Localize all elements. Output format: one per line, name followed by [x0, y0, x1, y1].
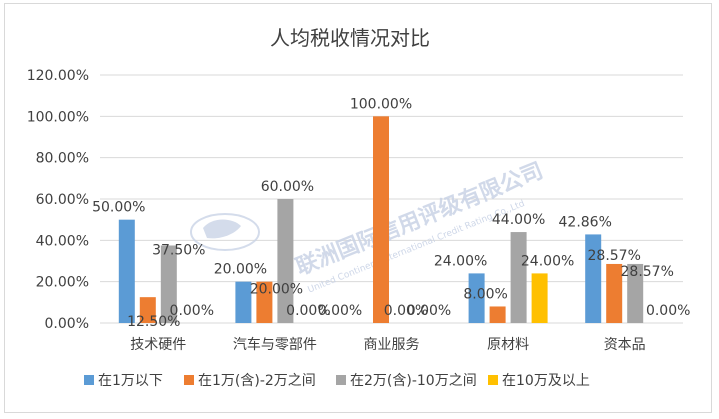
- data-label: 42.86%: [559, 214, 612, 230]
- bar: [373, 116, 389, 323]
- data-label: 8.00%: [463, 286, 507, 302]
- bar: [277, 199, 294, 323]
- y-tick-label: 120.00%: [27, 68, 89, 84]
- data-label: 28.57%: [588, 248, 641, 264]
- data-label: 0.00%: [384, 303, 428, 319]
- y-tick-label: 60.00%: [36, 192, 89, 208]
- x-category-label: 原材料: [487, 337, 529, 353]
- bar: [585, 234, 602, 323]
- x-category-labels: 技术硬件 汽车与零部件 商业服务 原材料 资本品: [130, 336, 645, 353]
- x-category-label: 汽车与零部件: [233, 336, 317, 353]
- data-label: 100.00%: [350, 96, 412, 112]
- x-category-label: 技术硬件: [130, 337, 186, 353]
- y-tick-label: 40.00%: [36, 233, 89, 249]
- y-tick-label: 20.00%: [36, 275, 89, 291]
- data-label: 20.00%: [250, 282, 303, 298]
- legend-label: 在10万及以上: [502, 373, 590, 389]
- legend-swatch: [488, 375, 498, 385]
- bar: [510, 232, 527, 323]
- data-label: 0.00%: [646, 303, 690, 319]
- data-label: 50.00%: [92, 200, 145, 216]
- bar: [468, 273, 485, 323]
- bar: [118, 219, 135, 323]
- legend-swatch: [336, 375, 346, 385]
- bar: [489, 306, 506, 323]
- y-tick-labels: 0.00% 20.00% 40.00% 60.00% 80.00% 100.00% 120.…: [27, 68, 89, 332]
- bar: [235, 281, 252, 323]
- legend-swatch: [84, 375, 94, 385]
- data-label: 37.50%: [152, 243, 205, 259]
- x-category-label: 资本品: [604, 337, 646, 353]
- data-label: 44.00%: [492, 212, 545, 228]
- y-tick-label: 100.00%: [27, 109, 89, 125]
- bar: [139, 297, 156, 323]
- legend: 在1万以下 在1万(含)-2万之间 在2万(含)-10万之间 在10万及以上: [84, 373, 590, 389]
- watermark-globe-icon: [190, 213, 260, 251]
- bar: [531, 273, 548, 323]
- legend-label: 在2万(含)-10万之间: [350, 373, 477, 389]
- data-labels: 50.00% 12.50% 37.50% 0.00% 20.00% 20.00% 60.00…: [92, 96, 690, 330]
- x-category-label: 商业服务: [364, 337, 420, 353]
- data-label: 28.57%: [621, 264, 674, 280]
- data-label: 0.00%: [286, 303, 330, 319]
- bar: [606, 263, 623, 323]
- data-label: 0.00%: [407, 303, 451, 319]
- data-label: 60.00%: [261, 179, 314, 195]
- chart-title: 人均税收情况对比: [270, 26, 430, 50]
- legend-swatch: [184, 375, 194, 385]
- data-label: 24.00%: [521, 253, 574, 269]
- data-label: 0.00%: [170, 303, 214, 319]
- bar: [256, 281, 273, 323]
- bars: [118, 116, 644, 323]
- legend-label: 在1万(含)-2万之间: [198, 373, 316, 389]
- data-label: 24.00%: [434, 253, 487, 269]
- chart-frame: [4, 3, 712, 413]
- legend-label: 在1万以下: [98, 373, 163, 389]
- data-label: 20.00%: [214, 262, 267, 278]
- data-label: 0.00%: [318, 303, 362, 319]
- bar: [160, 245, 177, 323]
- data-label: 12.50%: [127, 314, 180, 330]
- bar: [627, 263, 644, 323]
- y-tick-label: 0.00%: [45, 316, 89, 332]
- y-tick-label: 80.00%: [36, 151, 89, 167]
